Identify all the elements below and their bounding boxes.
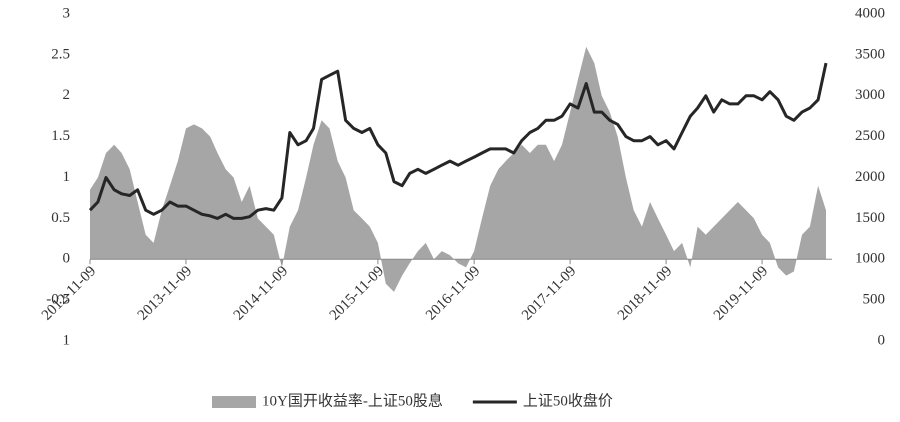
y-tick-label: 1: [63, 169, 71, 185]
y2-tick-label: 3000: [855, 87, 885, 103]
area: [90, 46, 826, 292]
y2-tick-label: 1000: [855, 251, 885, 267]
y2-tick-label: 500: [863, 292, 886, 308]
line: [88, 62, 828, 220]
x-tick-label: 2013-11-09: [135, 263, 195, 323]
x-tick-label: 2017-11-09: [519, 263, 579, 323]
y-tick-label: 0: [63, 251, 71, 267]
x-tick-label: 2015-11-09: [327, 263, 387, 323]
y2-tick-label: 3500: [855, 46, 885, 62]
x-tick-label: 2018-11-09: [615, 263, 675, 323]
y-tick-label: -0.5: [46, 292, 70, 308]
legend-swatch: [212, 396, 256, 408]
y-tick-label: 3: [63, 5, 71, 21]
x-tick-label: 2019-11-09: [711, 263, 771, 323]
y2-tick-label: 1500: [855, 210, 885, 226]
x-tick-label: 2014-11-09: [231, 263, 291, 323]
y2-tick-label: 2000: [855, 169, 885, 185]
y2-tick-label: 4000: [855, 5, 885, 21]
y-tick-label: 2: [63, 87, 71, 103]
y-tick-label: 1.5: [51, 128, 70, 144]
x-tick-label: 2016-11-09: [423, 263, 483, 323]
legend-label: 10Y国开收益率-上证50股息: [262, 392, 443, 409]
y2-tick-label: 0: [878, 332, 886, 348]
legend-label: 上证50收盘价: [523, 391, 613, 409]
y-tick-label: 1: [63, 332, 71, 348]
y-tick-label: 2.5: [51, 46, 70, 62]
y-tick-label: 0.5: [51, 210, 70, 226]
y2-tick-label: 2500: [855, 128, 885, 144]
